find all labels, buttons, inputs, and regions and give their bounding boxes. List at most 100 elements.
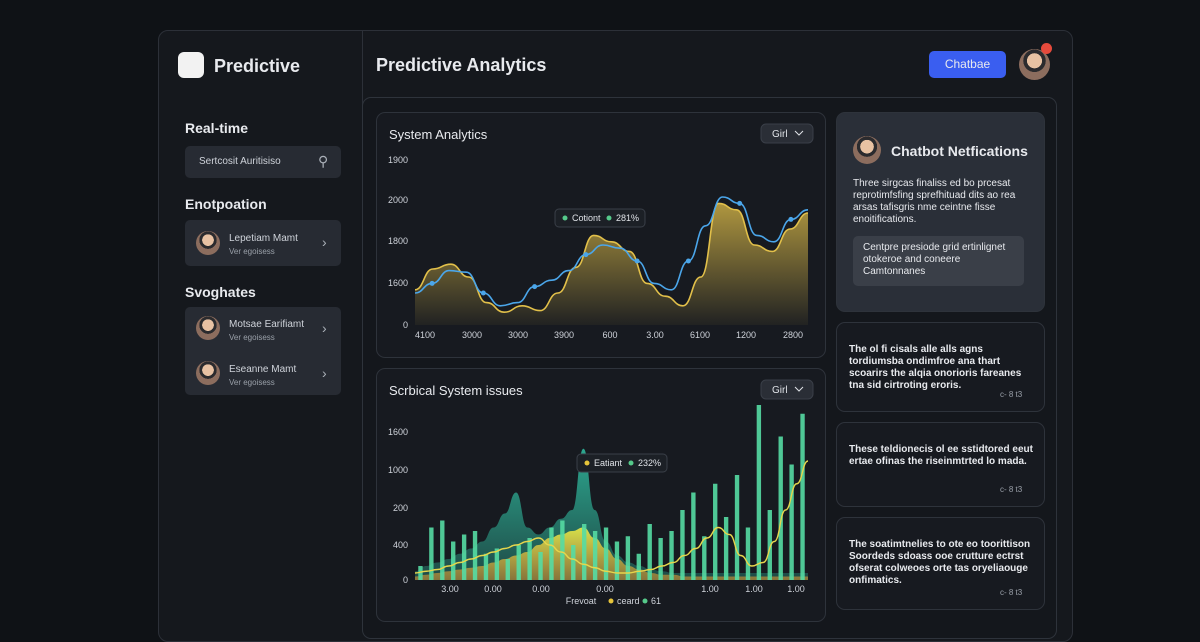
bar	[680, 510, 685, 580]
item-name[interactable]: Eseanne Mamt	[229, 364, 297, 375]
point	[583, 252, 589, 258]
x-label: 3.00	[441, 584, 459, 594]
avatar	[196, 361, 220, 385]
section-title: Svoghates	[185, 284, 256, 300]
bar	[418, 566, 423, 580]
x-label: 1.00	[745, 584, 763, 594]
point	[532, 284, 538, 290]
item-name: Lepetiam Mamt	[229, 233, 298, 244]
y-label: 0	[403, 320, 408, 330]
brand-icon	[178, 52, 204, 78]
bar	[603, 527, 609, 580]
notification-card[interactable]	[836, 322, 1045, 412]
bar	[636, 553, 641, 580]
dropdown[interactable]	[760, 379, 814, 400]
user-avatar[interactable]	[1019, 49, 1050, 80]
chevron: ›	[322, 234, 327, 250]
chart-title: System Analytics	[389, 127, 488, 142]
item-sub: Ver egoisess	[229, 247, 275, 256]
search-placeholder: Sertcosit Auritisiso	[199, 156, 281, 167]
legend-chip	[554, 208, 646, 228]
chatbot-button[interactable]: Chatbae	[929, 51, 1006, 78]
bar	[592, 531, 598, 580]
y-label: 1900	[388, 155, 408, 165]
search-box[interactable]	[185, 146, 341, 178]
x-label: 3900	[554, 330, 574, 340]
bar	[483, 553, 489, 580]
bar	[582, 524, 587, 580]
dropdown-chevron	[794, 130, 804, 136]
legend-dot	[562, 215, 568, 221]
bar	[767, 510, 772, 580]
dropdown-label: Girl	[772, 385, 788, 396]
card-text: These teldionecis ol ee sstidtored eeut …	[849, 444, 1033, 467]
point	[788, 216, 794, 222]
page: {"sidebar":{"brand":"Predictive","sectio…	[158, 30, 1073, 642]
bar	[647, 524, 652, 580]
bar	[658, 538, 663, 580]
bar	[505, 559, 510, 580]
x-label: 0.00	[596, 584, 614, 594]
x-label: 1200	[736, 330, 756, 340]
card-text: The ol fi cisals alle alls agns tordiums…	[849, 344, 1022, 391]
bar	[713, 483, 718, 580]
notification-badge	[1041, 43, 1052, 54]
notification-title: Chatbot Netfications	[891, 143, 1028, 159]
brand: Predictive	[214, 56, 301, 76]
avatar	[196, 231, 220, 255]
avatar	[853, 136, 881, 164]
y-label: 1600	[388, 427, 408, 437]
point	[480, 290, 486, 296]
bar	[461, 534, 467, 580]
bar	[669, 531, 674, 580]
section-title: Enotpoation	[185, 196, 267, 212]
x-label: 6100	[690, 330, 710, 340]
x-label: 3.00	[646, 330, 664, 340]
y-label: 200	[393, 503, 408, 513]
bar	[800, 413, 805, 580]
bar	[571, 545, 576, 580]
bar	[429, 527, 434, 580]
x-label: 1.00	[787, 584, 805, 594]
item-sub: Ver egoisess	[229, 333, 275, 342]
bar	[472, 531, 478, 580]
area	[415, 448, 808, 580]
notification-card[interactable]	[836, 422, 1045, 507]
legend-label: Cotiont	[572, 213, 601, 223]
notification-box-text: Centpre presiode grid ertinlignet otoker…	[863, 242, 1006, 277]
bar	[789, 464, 794, 580]
bar	[625, 536, 631, 580]
y-label: 1800	[388, 236, 408, 246]
search-icon: ⚲	[318, 153, 329, 169]
bar	[614, 541, 620, 580]
x-label: 4100	[415, 330, 435, 340]
bar	[702, 536, 707, 580]
item-sub: Ver egoisess	[229, 378, 275, 387]
bar	[538, 552, 543, 580]
point	[634, 258, 640, 264]
bar	[778, 436, 783, 580]
dropdown[interactable]	[760, 123, 814, 144]
line	[414, 460, 809, 574]
x-label: 3000	[462, 330, 482, 340]
legend-label: 61	[651, 596, 661, 606]
section-title: Real-time	[185, 120, 249, 136]
card-time: c- 8 t3	[1000, 588, 1023, 597]
notification-box	[853, 236, 1024, 286]
x-label: 3000	[508, 330, 528, 340]
y-label: 400	[393, 540, 408, 550]
y-label: 2000	[388, 195, 408, 205]
card-text: The soatimtnelies to ote eo toorittison …	[849, 539, 1031, 586]
x-label: 600	[602, 330, 617, 340]
charts: System Analytics Girl19002000180016000410…	[388, 123, 814, 606]
legend-dot	[606, 215, 612, 221]
notification-card[interactable]	[836, 517, 1045, 610]
avatar	[196, 316, 220, 340]
bar	[494, 548, 500, 580]
bar	[560, 520, 565, 580]
x-label: 1.00	[701, 584, 719, 594]
item-name[interactable]: Motsae Earifiamt	[229, 319, 305, 330]
x-label: 0.00	[484, 584, 502, 594]
y-label: 0	[403, 575, 408, 585]
bar	[723, 517, 729, 580]
